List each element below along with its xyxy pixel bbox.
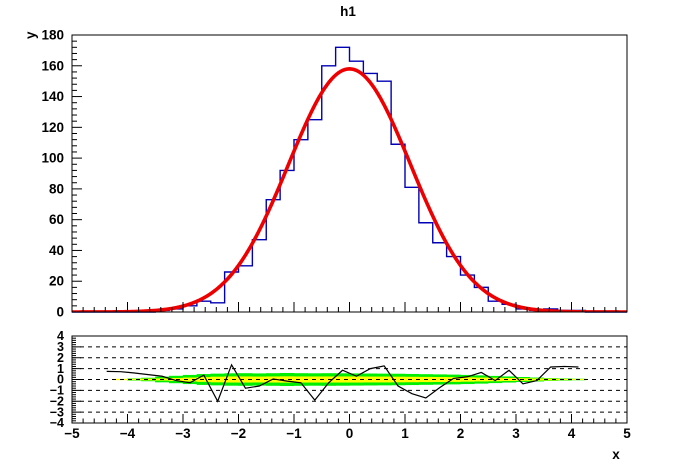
- top-frame: [71, 34, 628, 313]
- pull-graph: [106, 363, 579, 403]
- bottom-y-tick-label: 3: [57, 340, 64, 354]
- top-y-tick-label: 20: [49, 274, 64, 289]
- histogram-series: [72, 46, 627, 313]
- band-inner-segment: [238, 376, 253, 383]
- top-y-tick-label: 40: [49, 243, 64, 258]
- bottom-y-tick-label: −3: [50, 405, 64, 419]
- bottom-y-tick-label: 0: [57, 373, 64, 387]
- top-y-tick-label: 140: [41, 89, 64, 104]
- band-inner-segment: [141, 378, 156, 381]
- y-axis-title: y: [23, 31, 38, 39]
- bottom-x-axis: −5 −4 −3 −2 −1 0 1 2 3 4 5: [64, 414, 631, 441]
- x-tick-label: −2: [231, 426, 246, 441]
- x-tick-label: 4: [568, 426, 576, 441]
- x-tick-label: 5: [623, 426, 631, 441]
- top-y-tick-label: 160: [41, 58, 64, 73]
- fit-curve: [72, 67, 627, 312]
- bottom-y-tick-label: 2: [57, 351, 64, 365]
- top-x-axis: [71, 302, 628, 312]
- bottom-y-tick-label: 1: [57, 362, 64, 376]
- top-y-tick-label: 180: [41, 28, 64, 43]
- x-tick-label: −4: [120, 426, 136, 441]
- top-y-tick-label: 60: [49, 212, 64, 227]
- x-tick-label: 2: [457, 426, 465, 441]
- band-inner-segment: [349, 376, 364, 383]
- plot-title: h1: [340, 4, 356, 19]
- top-y-tick-label: 80: [49, 181, 64, 196]
- band-inner-segment: [224, 376, 239, 383]
- top-y-tick-label: 120: [41, 120, 64, 135]
- x-tick-label: 0: [346, 426, 354, 441]
- bottom-y-tick-label: −4: [50, 416, 64, 430]
- band-inner-segment: [488, 377, 503, 382]
- x-tick-label: −5: [64, 426, 80, 441]
- band-inner-segment: [557, 378, 572, 381]
- bottom-y-tick-label: −1: [50, 384, 64, 398]
- band-inner-segment: [182, 377, 198, 382]
- top-y-axis: 0 20 40 60 80 100 120 140 160 180: [41, 28, 82, 320]
- band-inner-segment: [446, 377, 461, 382]
- bottom-y-tick-label: 4: [57, 329, 64, 343]
- bottom-y-tick-label: −2: [50, 394, 64, 408]
- band-inner-segment: [335, 376, 350, 383]
- x-tick-label: 3: [512, 426, 520, 441]
- band-inner-segment: [432, 376, 447, 383]
- x-tick-label: 1: [401, 426, 409, 441]
- band-inner-segment: [390, 376, 406, 383]
- band-inner-segment: [501, 377, 517, 382]
- band-inner-segment: [279, 376, 295, 383]
- band-inner-segment: [293, 376, 309, 383]
- x-tick-label: −3: [175, 426, 191, 441]
- x-axis-title: x: [612, 447, 620, 462]
- top-y-tick-label: 0: [56, 305, 64, 320]
- x-tick-label: −1: [286, 426, 302, 441]
- top-y-tick-label: 100: [41, 151, 64, 166]
- band-inner-segment: [543, 378, 558, 381]
- band-inner-segment: [127, 378, 142, 381]
